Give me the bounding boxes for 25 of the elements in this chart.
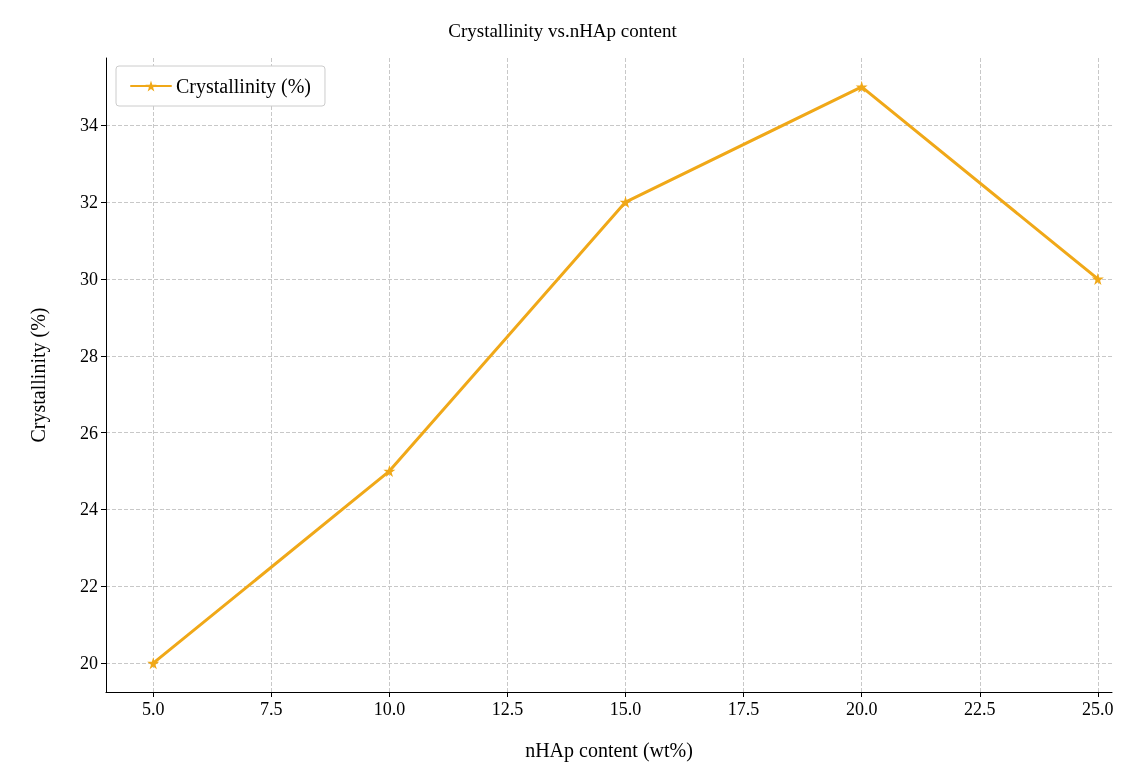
y-tick-label: 28	[80, 345, 98, 366]
y-tick-label: 30	[80, 268, 98, 289]
x-tick-label: 17.5	[727, 699, 760, 719]
point	[855, 80, 868, 93]
y-tick-label: 26	[80, 422, 98, 443]
y-tick-label: 32	[80, 192, 98, 213]
y-tick-label: 20	[80, 653, 98, 674]
legend-label: Crystallinity (%)	[176, 75, 311, 98]
chart-title: Crystallinity vs.nHAp content	[448, 20, 678, 41]
x-tick-label: 22.5	[964, 699, 996, 719]
y-axis-title: Crystallinity (%)	[27, 307, 50, 443]
x-tick-label: 20.0	[845, 699, 878, 719]
x-tick-label: 25.0	[1082, 699, 1114, 719]
point	[383, 465, 396, 478]
point	[619, 196, 632, 209]
x-tick-label: 7.5	[260, 699, 283, 719]
x-tick-label: 10.0	[373, 699, 406, 719]
point	[147, 657, 160, 670]
y-tick-label: 34	[80, 115, 98, 136]
x-tick-label: 15.0	[609, 699, 642, 719]
y-tick-label: 22	[80, 576, 98, 597]
x-axis-title: nHAp content (wt%)	[525, 739, 693, 762]
x-tick-label: 12.5	[491, 699, 524, 719]
x-tick-label: 5.0	[141, 699, 165, 719]
y-tick-label: 24	[80, 499, 98, 520]
